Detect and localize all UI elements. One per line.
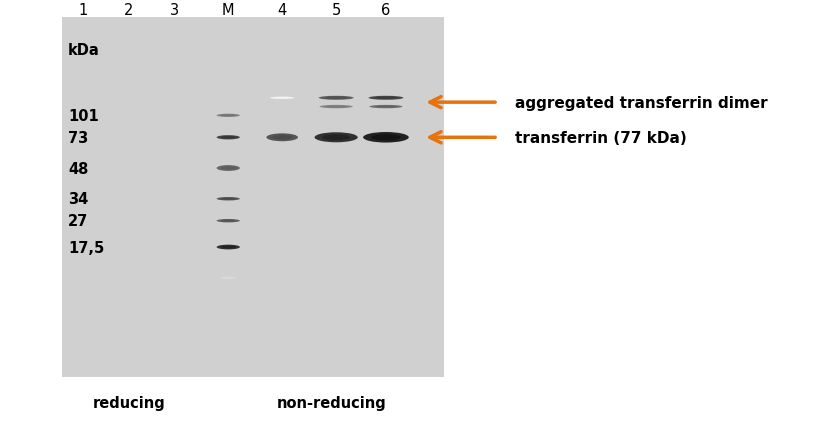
Ellipse shape (221, 220, 236, 222)
Ellipse shape (217, 245, 240, 250)
Ellipse shape (371, 135, 401, 141)
Ellipse shape (221, 246, 236, 249)
Text: 4: 4 (277, 4, 287, 18)
Ellipse shape (217, 166, 240, 172)
Ellipse shape (217, 219, 240, 223)
Text: 73: 73 (68, 131, 88, 145)
Text: 101: 101 (68, 109, 99, 124)
Ellipse shape (221, 115, 236, 117)
Ellipse shape (220, 277, 237, 279)
Text: aggregated transferrin dimer: aggregated transferrin dimer (515, 95, 767, 110)
Text: 3: 3 (170, 4, 178, 18)
Text: transferrin (77 kDa): transferrin (77 kDa) (515, 131, 686, 145)
Ellipse shape (364, 133, 409, 143)
Ellipse shape (274, 98, 290, 99)
Ellipse shape (369, 106, 403, 109)
Ellipse shape (270, 97, 295, 100)
Text: non-reducing: non-reducing (277, 396, 387, 410)
Ellipse shape (266, 134, 298, 142)
Bar (62, 18, 444, 377)
Ellipse shape (217, 114, 240, 118)
Text: 48: 48 (68, 161, 89, 176)
Ellipse shape (319, 96, 354, 101)
Text: reducing: reducing (92, 396, 165, 410)
Ellipse shape (325, 97, 348, 100)
Ellipse shape (223, 278, 233, 279)
Ellipse shape (217, 136, 240, 140)
Text: 2: 2 (124, 4, 134, 18)
Ellipse shape (272, 136, 292, 140)
Ellipse shape (221, 167, 236, 170)
Ellipse shape (221, 198, 236, 200)
Text: 1: 1 (78, 4, 88, 18)
Ellipse shape (374, 97, 398, 100)
Text: 6: 6 (381, 4, 391, 18)
Ellipse shape (217, 198, 240, 201)
Ellipse shape (325, 106, 347, 108)
Text: kDa: kDa (68, 43, 100, 58)
Text: 5: 5 (331, 4, 341, 18)
Ellipse shape (375, 106, 397, 108)
Ellipse shape (221, 137, 236, 139)
Ellipse shape (369, 96, 403, 101)
Ellipse shape (322, 135, 350, 141)
Text: 27: 27 (68, 214, 88, 229)
Ellipse shape (315, 133, 358, 143)
Text: M: M (222, 4, 235, 18)
Ellipse shape (320, 106, 353, 109)
Text: 34: 34 (68, 192, 88, 207)
Text: 17,5: 17,5 (68, 240, 105, 255)
